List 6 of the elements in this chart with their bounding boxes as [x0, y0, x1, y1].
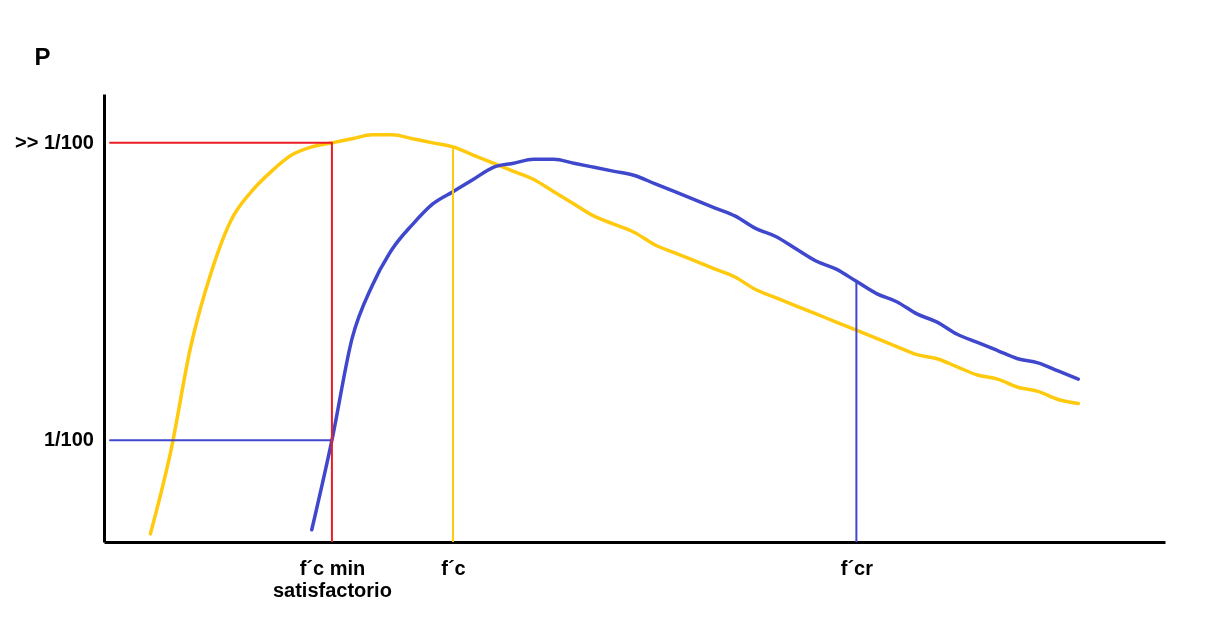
x-tick-label: f´c min satisfactorio: [272, 556, 392, 601]
y-axis-title: P: [34, 42, 51, 70]
x-tick-label: f´cr: [840, 556, 874, 579]
series-label: >> 1/100: [15, 130, 94, 153]
x-tick-label: f´c: [441, 556, 466, 579]
series-label: 1/100: [43, 428, 94, 451]
